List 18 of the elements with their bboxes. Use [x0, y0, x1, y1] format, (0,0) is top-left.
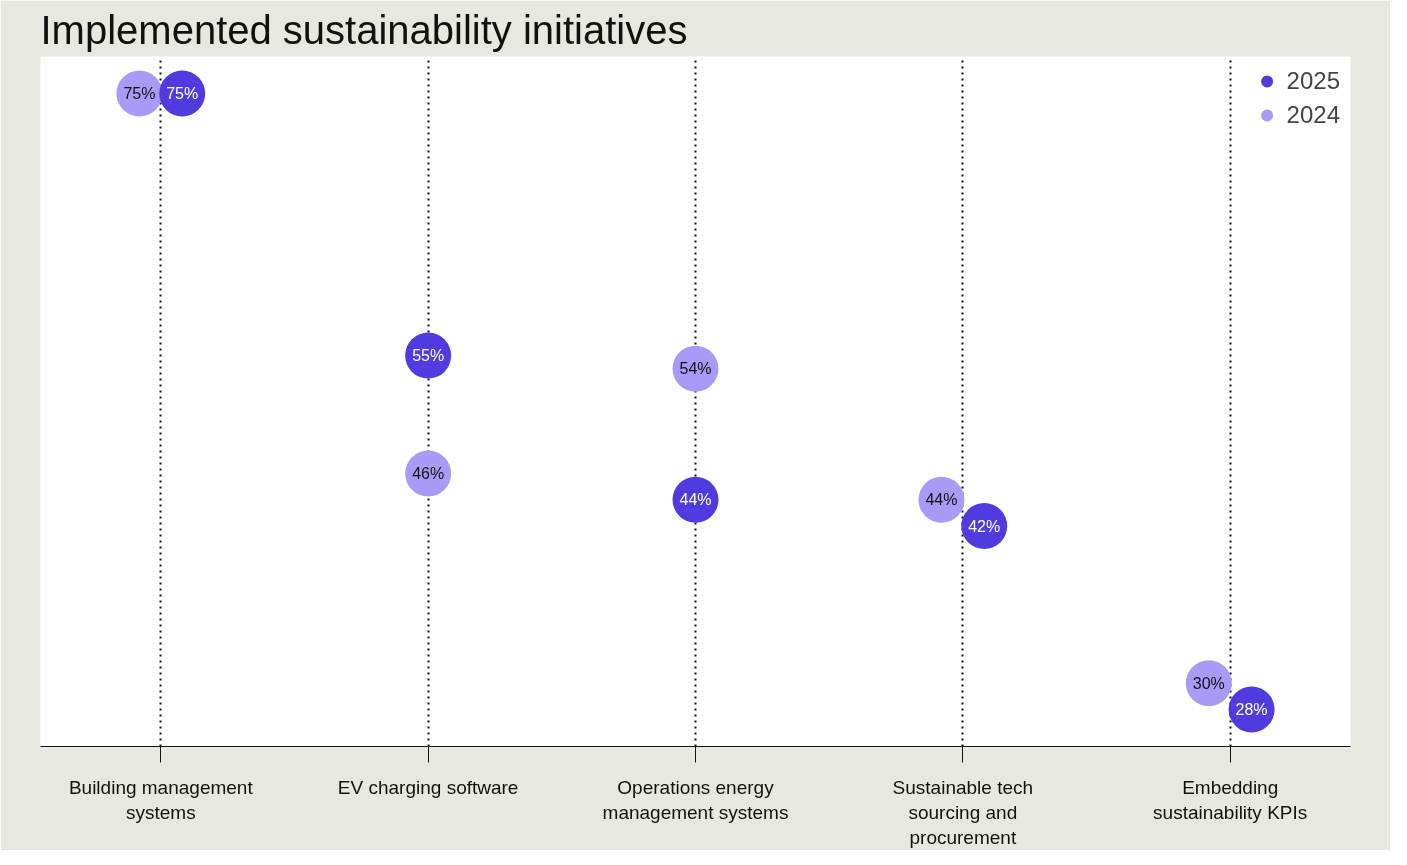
data-label: 44%	[925, 491, 958, 509]
data-label: 54%	[679, 360, 712, 378]
data-label: 44%	[679, 491, 712, 509]
chart-title: Implemented sustainability initiatives	[40, 7, 688, 52]
x-tick-label: Sustainable tech sourcing and procurement	[892, 776, 1034, 848]
data-label: 55%	[412, 347, 445, 365]
legend-label: 2024	[1286, 101, 1340, 129]
x-tick-label: Building management systems	[68, 776, 254, 823]
data-label: 28%	[1235, 701, 1268, 719]
x-tick-label: Embedding sustainability KPIs	[1153, 776, 1308, 823]
legend-label: 2025	[1286, 67, 1340, 95]
data-label: 75%	[123, 84, 156, 102]
data-label: 30%	[1192, 674, 1225, 692]
x-tick-label: Operations energy management systems	[602, 776, 789, 823]
x-tick-label: EV charging software	[337, 776, 519, 798]
data-label: 75%	[166, 84, 199, 102]
data-label: 46%	[412, 465, 445, 483]
data-label: 42%	[968, 517, 1001, 535]
